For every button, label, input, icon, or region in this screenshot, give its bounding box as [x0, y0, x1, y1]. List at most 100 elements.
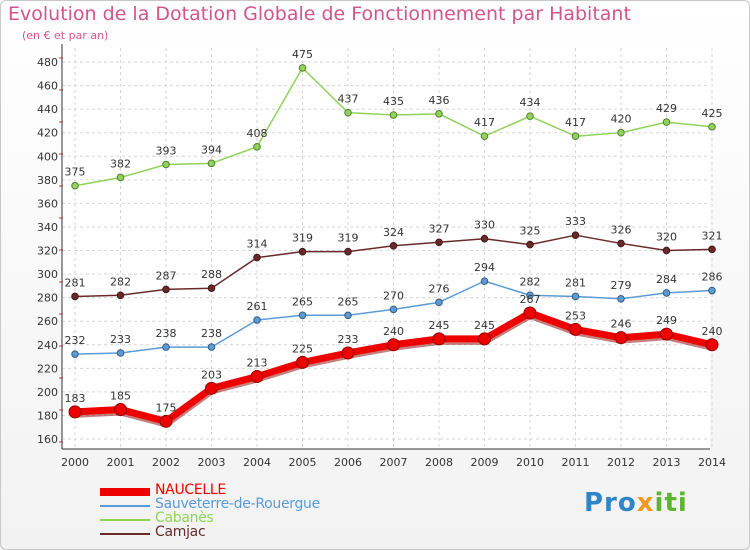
data-point — [617, 295, 625, 303]
data-point — [523, 306, 537, 320]
data-label: 436 — [429, 94, 450, 107]
data-point — [389, 241, 398, 250]
data-label: 281 — [565, 276, 586, 289]
data-point — [569, 322, 582, 336]
data-point — [662, 289, 671, 297]
legend-swatch — [100, 505, 150, 507]
data-label: 265 — [338, 295, 359, 308]
data-point — [708, 286, 716, 295]
x-tick-label: 2003 — [198, 456, 226, 469]
data-label: 394 — [201, 143, 222, 156]
proxiti-logo: Proxiti — [584, 488, 688, 518]
data-label: 437 — [338, 93, 359, 106]
y-tick-label: 460 — [37, 80, 58, 93]
data-point — [435, 298, 443, 307]
data-label: 425 — [702, 107, 723, 120]
data-point — [526, 291, 534, 300]
x-tick-label: 2000 — [61, 456, 89, 469]
x-tick-label: 2010 — [516, 456, 544, 469]
legend-label: Camjac — [155, 524, 206, 540]
data-label: 382 — [110, 157, 131, 170]
data-point — [526, 112, 534, 120]
data-point — [480, 234, 489, 243]
data-point — [298, 311, 307, 320]
data-label: 288 — [201, 268, 222, 281]
data-point — [296, 355, 309, 369]
data-label: 261 — [247, 300, 268, 313]
data-point — [159, 414, 173, 428]
data-point — [617, 128, 625, 137]
data-point — [71, 181, 79, 190]
data-point — [617, 239, 625, 248]
data-label: 265 — [292, 295, 313, 308]
data-label: 319 — [292, 232, 313, 245]
data-point — [341, 346, 355, 360]
data-point — [298, 247, 307, 256]
x-tick-label: 2009 — [471, 456, 499, 469]
legend-swatch — [100, 519, 150, 521]
data-label: 324 — [383, 226, 404, 239]
data-label: 245 — [429, 319, 450, 332]
data-point — [614, 331, 628, 345]
x-tick-label: 2001 — [107, 456, 135, 469]
data-label: 246 — [611, 318, 632, 331]
data-label: 417 — [565, 116, 586, 129]
y-tick-label: 440 — [37, 103, 58, 116]
data-label: 327 — [429, 222, 450, 235]
data-point — [662, 118, 671, 126]
data-point — [162, 285, 170, 294]
data-label: 233 — [338, 333, 359, 346]
y-tick-label: 200 — [37, 386, 58, 399]
x-tick-label: 2012 — [607, 456, 635, 469]
data-point — [344, 247, 352, 256]
data-label: 326 — [611, 223, 632, 236]
data-point — [344, 108, 352, 117]
x-tick-label: 2002 — [152, 456, 180, 469]
data-label: 286 — [702, 271, 723, 284]
data-label: 183 — [65, 392, 86, 405]
y-tick-label: 380 — [37, 174, 58, 187]
data-point — [162, 160, 170, 169]
data-point — [662, 246, 671, 255]
data-point — [298, 64, 307, 72]
data-label: 417 — [474, 116, 495, 129]
data-point — [660, 327, 673, 341]
data-point — [478, 332, 491, 346]
data-label: 475 — [292, 48, 313, 61]
line-chart: 160 180 200 220 240 260 280 300 320 340 360 380 400 4… — [37, 44, 726, 469]
data-point — [344, 311, 352, 320]
data-label: 249 — [656, 314, 677, 327]
x-tick-label: 2013 — [653, 456, 681, 469]
data-point — [389, 305, 398, 314]
data-point — [207, 284, 216, 293]
y-tick-label: 420 — [37, 127, 58, 140]
x-tick-label: 2008 — [425, 456, 453, 469]
data-label: 282 — [520, 275, 541, 288]
data-label: 213 — [247, 357, 268, 370]
data-label: 314 — [247, 238, 268, 251]
data-label: 245 — [474, 319, 495, 332]
data-point — [71, 350, 79, 358]
x-tick-label: 2007 — [380, 456, 408, 469]
data-point — [526, 240, 534, 249]
y-tick-label: 320 — [37, 245, 58, 258]
y-tick-label: 220 — [37, 362, 58, 375]
chart-subtitle: (en € et par an) — [22, 29, 109, 42]
data-point — [207, 343, 216, 351]
data-label: 238 — [201, 327, 222, 340]
data-label: 276 — [429, 282, 450, 295]
data-point — [205, 381, 218, 395]
y-tick-label: 360 — [37, 197, 58, 210]
data-label: 185 — [110, 390, 131, 403]
data-point — [435, 238, 443, 247]
data-point — [116, 291, 125, 300]
y-tick-label: 400 — [37, 150, 58, 163]
data-label: 203 — [201, 368, 222, 381]
data-point — [250, 370, 264, 384]
data-point — [571, 231, 580, 239]
data-point — [114, 403, 127, 417]
data-point — [389, 111, 398, 119]
data-label: 435 — [383, 95, 404, 108]
legend-swatch — [100, 488, 150, 496]
data-point — [253, 253, 261, 262]
